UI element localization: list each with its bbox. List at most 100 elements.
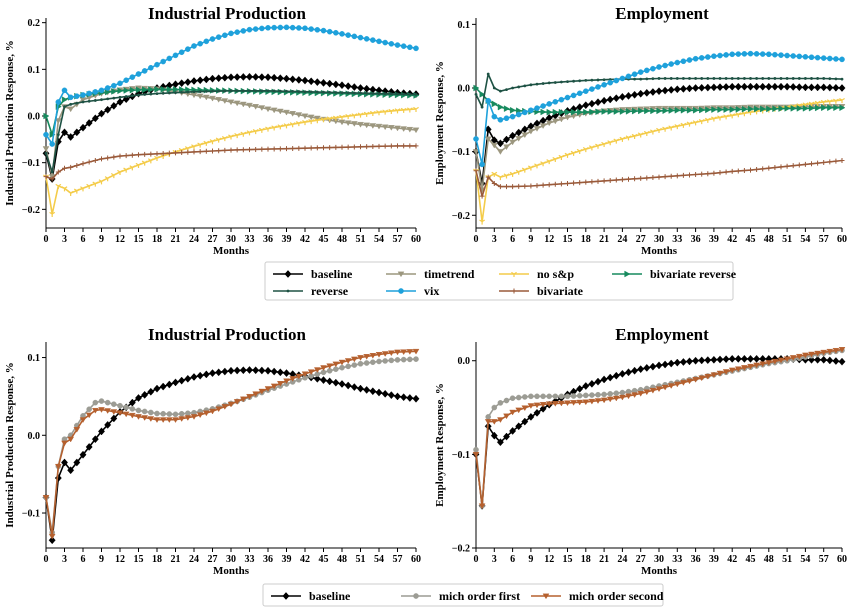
data-point [413,106,419,112]
data-point [515,136,523,142]
data-point [509,395,516,401]
data-point [504,184,509,190]
data-point [601,178,607,184]
data-point [259,146,265,152]
data-point [345,114,352,120]
data-point [754,105,761,113]
data-point [613,177,619,183]
data-point [239,73,247,81]
legend-label: bivariate reverse [650,267,737,281]
data-point [729,51,736,58]
data-point [359,91,362,95]
data-point [484,419,492,425]
data-point [655,386,663,393]
data-point [698,83,706,92]
legend-marker [511,271,517,277]
data-point [499,89,502,93]
data-point [320,376,327,384]
data-point [644,175,650,181]
data-point [613,390,620,396]
data-point [778,105,785,112]
data-point [185,46,191,52]
data-point [613,138,620,144]
data-point [56,133,60,137]
data-point [594,98,602,107]
data-point [564,152,571,158]
data-point [159,417,167,423]
y-tick-label: −0.2 [452,544,470,555]
data-point [619,394,626,401]
data-point [656,127,662,133]
x-tick-label: 12 [115,234,125,245]
y-tick-label: −0.1 [452,147,470,158]
data-point [252,73,260,81]
data-point [91,114,99,123]
data-point [546,393,553,400]
data-point [148,64,154,71]
data-point [111,154,117,160]
data-point [55,183,62,189]
data-point [772,105,779,113]
data-point [196,93,204,100]
data-point [631,392,638,398]
data-point [490,431,498,440]
data-point [632,176,638,182]
legend-entry-baseline: baseline [273,267,353,281]
y-axis-label: Employment Response, % [434,61,446,185]
data-point [583,88,589,94]
data-point [661,360,669,369]
data-point [123,77,129,84]
data-point [123,153,129,159]
data-point [491,113,498,120]
x-tick-label: 42 [300,234,310,245]
data-point [98,398,105,404]
data-point [564,393,571,400]
data-point [601,141,608,147]
data-point [710,116,717,122]
x-tick-label: 42 [727,554,737,565]
data-point [602,78,606,82]
data-point [400,393,408,402]
data-point [704,373,712,380]
y-tick-label: 0.1 [458,20,471,31]
data-point [734,366,742,373]
data-point [479,219,486,225]
data-point [820,83,828,92]
data-point [588,99,596,108]
data-point [265,146,271,152]
data-point [209,36,216,42]
data-point [485,174,491,180]
data-point [252,366,260,375]
data-point [808,83,815,92]
data-point [320,365,327,371]
x-tick-label: 60 [411,234,421,245]
data-point [790,105,797,112]
data-point [307,369,315,375]
data-point [260,89,264,93]
data-point [778,164,784,170]
data-point [184,374,192,383]
data-point [246,102,253,109]
data-point [747,363,754,370]
data-point [814,54,821,61]
data-point [826,348,834,355]
data-point [637,391,645,397]
data-point [67,466,75,475]
series-baseline [42,366,420,545]
data-point [564,400,571,407]
data-point [334,91,338,94]
data-point [254,89,258,93]
legend-entry-bivariate-reverse: bivariate reverse [612,267,737,281]
data-point [687,172,692,178]
data-point [546,159,553,165]
data-point [546,108,553,116]
data-point [258,127,265,133]
data-point [679,358,687,366]
data-point [528,107,534,114]
x-tick-label: 9 [528,554,533,565]
data-point [400,43,407,49]
data-point [160,410,166,417]
data-point [834,77,838,81]
data-point [668,173,674,179]
data-point [210,148,215,154]
